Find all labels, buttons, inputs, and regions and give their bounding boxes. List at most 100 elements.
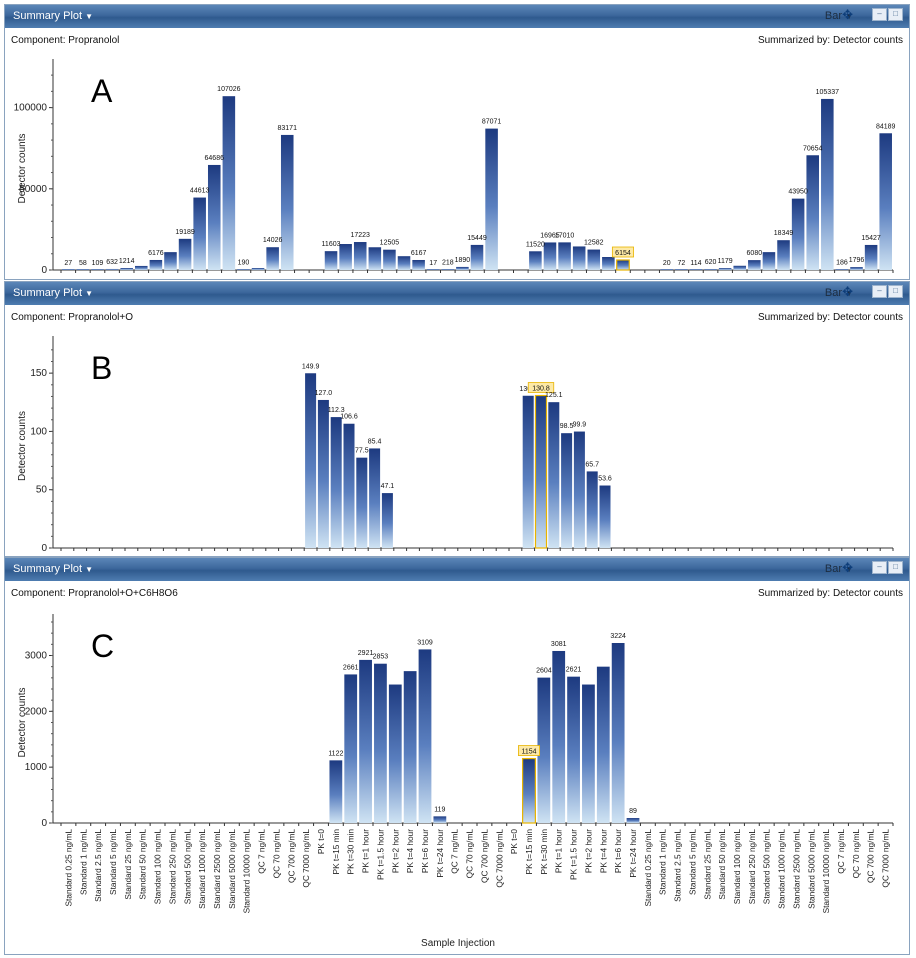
bar[interactable]	[522, 395, 534, 548]
panel-a-title[interactable]: Summary Plot	[13, 10, 83, 22]
bar[interactable]	[543, 242, 557, 270]
bar[interactable]	[821, 98, 834, 270]
bar[interactable]	[537, 677, 551, 823]
panel-b-bar-chart[interactable]: B Detector counts 0 50 100 150 149.9 127.0 112.3…	[5, 282, 911, 558]
bar[interactable]	[305, 373, 317, 548]
bar[interactable]	[611, 642, 625, 823]
bar[interactable]	[791, 198, 805, 270]
bar[interactable]	[552, 650, 566, 823]
bar[interactable]	[412, 259, 425, 270]
bar[interactable]	[626, 818, 640, 823]
bar[interactable]	[368, 247, 382, 270]
bar[interactable]	[343, 423, 355, 548]
bar[interactable]	[251, 268, 265, 270]
bar[interactable]	[280, 134, 294, 270]
bar[interactable]	[62, 269, 75, 270]
bar[interactable]	[675, 269, 688, 270]
panel-b-chart-type-label[interactable]: Bar	[824, 287, 843, 299]
bar[interactable]	[456, 266, 469, 270]
panel-b-title-menu[interactable]: Summary Plot ▼	[13, 287, 93, 299]
bar[interactable]	[344, 674, 358, 823]
bar[interactable]	[426, 269, 440, 270]
panel-b-title[interactable]: Summary Plot	[13, 287, 83, 299]
chevron-down-icon[interactable]: ▼	[845, 12, 853, 21]
bar[interactable]	[470, 244, 484, 270]
bar[interactable]	[602, 257, 615, 270]
bar[interactable]	[573, 431, 585, 548]
bar[interactable]	[587, 249, 601, 270]
chevron-down-icon[interactable]: ▼	[845, 565, 853, 574]
bar[interactable]	[806, 155, 819, 270]
bar[interactable]	[616, 259, 630, 271]
bar[interactable]	[762, 252, 776, 270]
bar[interactable]	[237, 269, 250, 270]
bar[interactable]	[388, 684, 402, 823]
bar[interactable]	[317, 399, 329, 548]
chevron-down-icon[interactable]: ▼	[85, 12, 93, 21]
bar[interactable]	[441, 269, 455, 270]
bar[interactable]	[178, 238, 192, 270]
bar[interactable]	[586, 471, 598, 548]
bar[interactable]	[850, 267, 863, 270]
maximize-icon[interactable]: □	[888, 8, 903, 21]
bar[interactable]	[374, 663, 387, 823]
move-icon[interactable]: ✥	[842, 560, 853, 575]
bar[interactable]	[582, 684, 595, 823]
bar[interactable]	[383, 249, 396, 270]
bar[interactable]	[207, 164, 221, 270]
bar[interactable]	[572, 246, 586, 270]
bar[interactable]	[329, 760, 343, 823]
panel-c-title-menu[interactable]: Summary Plot ▼	[13, 563, 93, 575]
bar[interactable]	[222, 96, 236, 270]
bar[interactable]	[403, 671, 417, 823]
bar[interactable]	[149, 259, 163, 270]
bar[interactable]	[835, 269, 849, 270]
bar[interactable]	[548, 402, 560, 548]
bar[interactable]	[879, 133, 892, 270]
panel-a-chart-type-menu[interactable]: Bar ▼	[825, 10, 853, 22]
move-icon[interactable]: ✥	[842, 284, 853, 299]
bar[interactable]	[660, 269, 674, 270]
bar[interactable]	[76, 269, 90, 270]
bar[interactable]	[733, 265, 747, 270]
minimize-icon[interactable]: –	[872, 285, 887, 298]
maximize-icon[interactable]: □	[888, 285, 903, 298]
bar[interactable]	[353, 242, 367, 270]
bar[interactable]	[91, 269, 104, 270]
panel-c-chart-type-label[interactable]: Bar	[824, 563, 843, 575]
bar[interactable]	[599, 485, 611, 548]
move-icon[interactable]: ✥	[842, 7, 853, 22]
bar[interactable]	[324, 251, 338, 270]
panel-a-chart-type-label[interactable]: Bar	[824, 10, 843, 22]
panel-c-title[interactable]: Summary Plot	[13, 563, 83, 575]
bar[interactable]	[164, 252, 177, 270]
minimize-icon[interactable]: –	[872, 561, 887, 574]
bar[interactable]	[534, 394, 548, 549]
panel-c-bar-chart[interactable]: C Detector counts 0 1000 2000 3000 1122 2661 292…	[5, 558, 911, 956]
bar[interactable]	[718, 268, 732, 270]
bar[interactable]	[485, 128, 498, 270]
bar[interactable]	[433, 816, 447, 823]
bar[interactable]	[339, 244, 352, 270]
bar[interactable]	[369, 448, 381, 548]
bar[interactable]	[359, 659, 372, 823]
bar[interactable]	[193, 197, 206, 270]
bar[interactable]	[381, 493, 393, 548]
maximize-icon[interactable]: □	[888, 561, 903, 574]
bar[interactable]	[397, 256, 411, 270]
bar[interactable]	[105, 268, 119, 270]
bar[interactable]	[120, 268, 133, 270]
bar[interactable]	[558, 242, 571, 270]
chevron-down-icon[interactable]: ▼	[845, 289, 853, 298]
bar[interactable]	[567, 676, 580, 823]
chevron-down-icon[interactable]: ▼	[85, 565, 93, 574]
panel-b-chart-type-menu[interactable]: Bar ▼	[825, 287, 853, 299]
bar[interactable]	[529, 251, 542, 270]
bar[interactable]	[356, 457, 368, 548]
bar[interactable]	[266, 247, 279, 270]
bar[interactable]	[777, 240, 790, 270]
minimize-icon[interactable]: –	[872, 8, 887, 21]
bar[interactable]	[748, 260, 761, 270]
bar[interactable]	[135, 265, 148, 270]
bar[interactable]	[689, 269, 703, 270]
